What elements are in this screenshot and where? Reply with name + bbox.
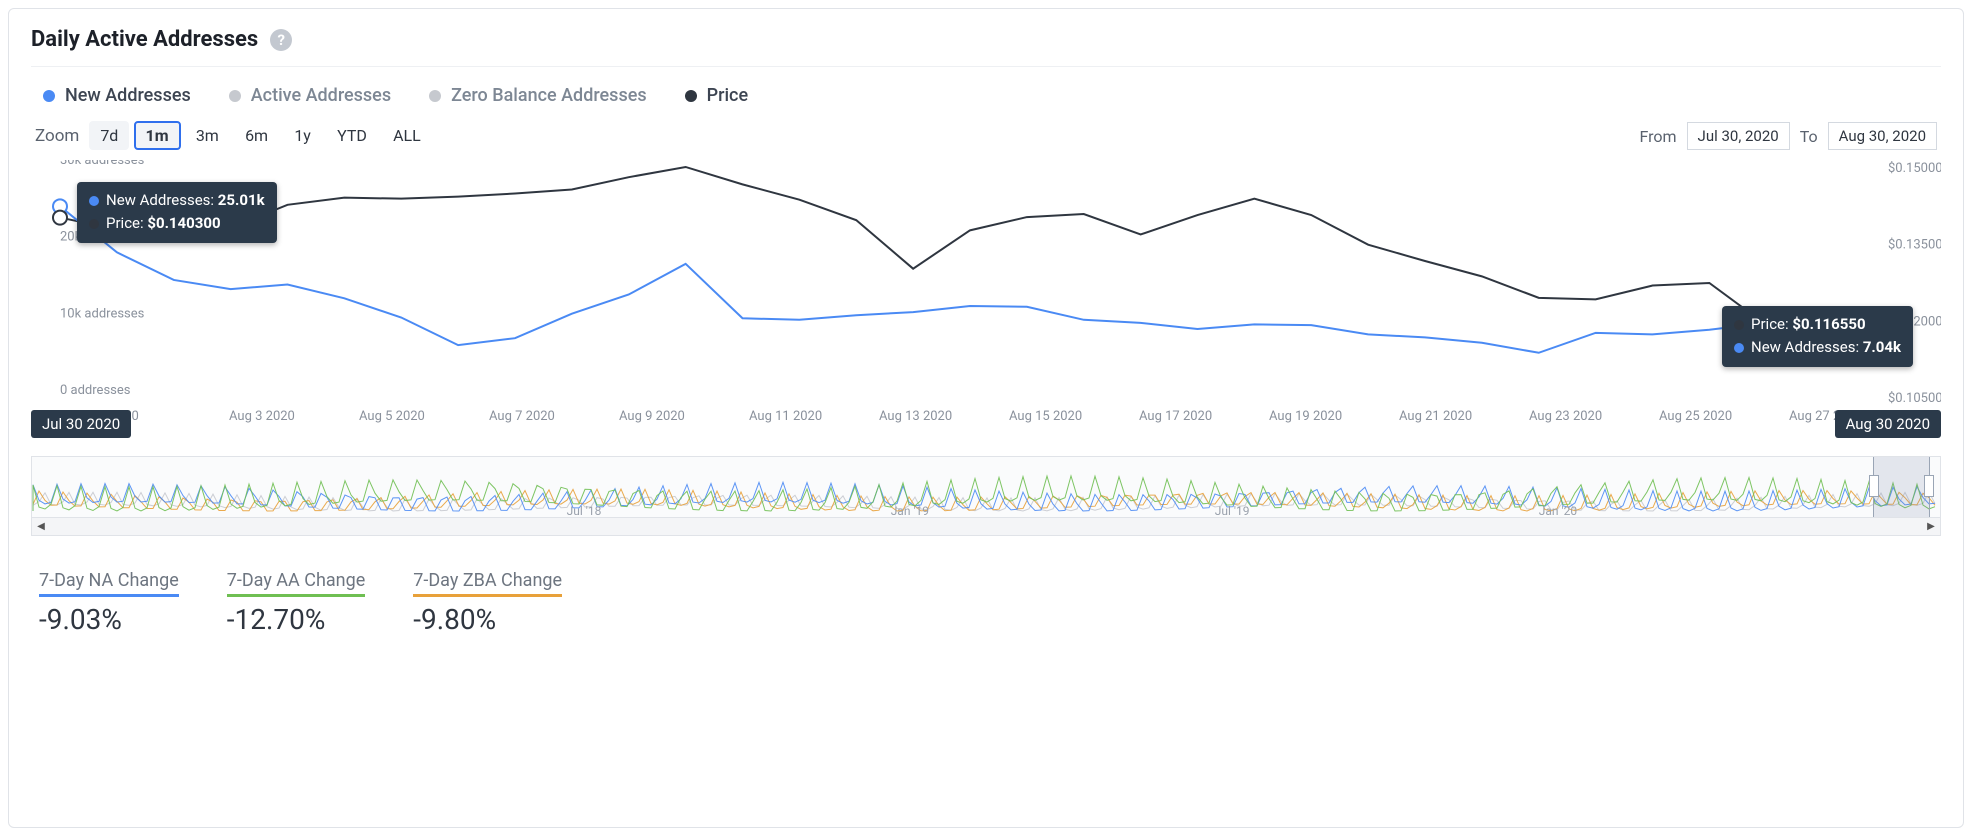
date-flag-start: Jul 30 2020 — [31, 410, 131, 438]
navigator-scrollbar[interactable]: ◀ ▶ — [32, 517, 1940, 535]
legend-dot-icon — [43, 90, 55, 102]
scroll-left-icon[interactable]: ◀ — [34, 520, 48, 534]
svg-text:0 addresses: 0 addresses — [60, 383, 131, 398]
zoom-7d[interactable]: 7d — [89, 121, 129, 150]
svg-text:Aug 3 2020: Aug 3 2020 — [229, 409, 295, 424]
stat-block: 7-Day NA Change -9.03% — [39, 570, 179, 636]
legend-dot-icon — [229, 90, 241, 102]
svg-text:$0.150000: $0.150000 — [1888, 161, 1941, 176]
svg-text:Jul '19: Jul '19 — [1215, 504, 1250, 517]
svg-text:Aug 23 2020: Aug 23 2020 — [1529, 409, 1602, 424]
from-date-input[interactable]: Jul 30, 2020 — [1687, 122, 1790, 150]
svg-text:Aug 25 2020: Aug 25 2020 — [1659, 409, 1732, 424]
svg-text:Aug 15 2020: Aug 15 2020 — [1009, 409, 1082, 424]
zoom-label: Zoom — [35, 126, 79, 146]
chart-card: Daily Active Addresses ? New Addresses Ac… — [8, 8, 1964, 828]
legend: New Addresses Active Addresses Zero Balanc… — [31, 67, 1941, 116]
legend-dot-icon — [429, 90, 441, 102]
zoom-group: Zoom 7d 1m 3m 6m 1y YTD ALL — [35, 126, 432, 146]
svg-text:Jul '18: Jul '18 — [567, 504, 602, 517]
page-title: Daily Active Addresses — [31, 27, 258, 52]
stat-label: 7-Day ZBA Change — [413, 570, 562, 597]
tooltip-end: Price: $0.116550New Addresses: 7.04k — [1722, 306, 1913, 367]
from-label: From — [1639, 127, 1676, 146]
date-flag-end: Aug 30 2020 — [1835, 410, 1941, 438]
zoom-6m[interactable]: 6m — [234, 121, 279, 150]
svg-text:Aug 11 2020: Aug 11 2020 — [749, 409, 822, 424]
stat-label: 7-Day AA Change — [227, 570, 366, 597]
stat-block: 7-Day AA Change -12.70% — [227, 570, 366, 636]
title-row: Daily Active Addresses ? — [31, 27, 1941, 67]
zoom-ALL[interactable]: ALL — [382, 121, 432, 150]
stat-value: -12.70% — [227, 603, 366, 636]
zoom-3m[interactable]: 3m — [185, 121, 230, 150]
navigator-handle-left[interactable] — [1869, 475, 1879, 497]
navigator-window[interactable] — [1873, 457, 1930, 517]
date-range: From Jul 30, 2020 To Aug 30, 2020 — [1639, 122, 1937, 150]
navigator[interactable]: Jul '18 Jan '19 Jul '19 Jan '20 ◀ ▶ — [31, 456, 1941, 536]
svg-text:$0.105000: $0.105000 — [1888, 391, 1941, 406]
tooltip-start: New Addresses: 25.01kPrice: $0.140300 — [77, 182, 277, 243]
svg-text:30k addresses: 30k addresses — [60, 160, 145, 168]
stat-block: 7-Day ZBA Change -9.80% — [413, 570, 562, 636]
zoom-1y[interactable]: 1y — [283, 121, 322, 150]
svg-text:Aug 19 2020: Aug 19 2020 — [1269, 409, 1342, 424]
svg-text:Jan '19: Jan '19 — [891, 504, 929, 517]
legend-item-active[interactable]: Active Addresses — [229, 85, 391, 106]
scroll-right-icon[interactable]: ▶ — [1924, 520, 1938, 534]
svg-text:Aug 21 2020: Aug 21 2020 — [1399, 409, 1472, 424]
svg-text:Jan '20: Jan '20 — [1539, 504, 1578, 517]
svg-text:$0.135000: $0.135000 — [1888, 238, 1941, 253]
legend-item-price[interactable]: Price — [685, 85, 748, 106]
svg-text:Aug 17 2020: Aug 17 2020 — [1139, 409, 1212, 424]
zoom-YTD[interactable]: YTD — [326, 121, 378, 150]
svg-text:Aug 13 2020: Aug 13 2020 — [879, 409, 952, 424]
stat-value: -9.80% — [413, 603, 562, 636]
controls-row: Zoom 7d 1m 3m 6m 1y YTD ALL From Jul 30,… — [31, 116, 1941, 154]
legend-item-zero[interactable]: Zero Balance Addresses — [429, 85, 647, 106]
stat-label: 7-Day NA Change — [39, 570, 179, 597]
svg-text:Aug 5 2020: Aug 5 2020 — [359, 409, 425, 424]
to-label: To — [1800, 127, 1818, 146]
svg-text:Aug 7 2020: Aug 7 2020 — [489, 409, 555, 424]
svg-text:Aug 9 2020: Aug 9 2020 — [619, 409, 685, 424]
legend-dot-icon — [685, 90, 697, 102]
navigator-handle-right[interactable] — [1924, 475, 1934, 497]
to-date-input[interactable]: Aug 30, 2020 — [1828, 122, 1937, 150]
svg-text:10k addresses: 10k addresses — [60, 306, 145, 321]
zoom-1m[interactable]: 1m — [134, 121, 181, 150]
main-chart[interactable]: 0 addresses10k addresses20k addresses30k… — [31, 160, 1941, 450]
legend-item-new[interactable]: New Addresses — [43, 85, 191, 106]
stats-row: 7-Day NA Change -9.03% 7-Day AA Change -12.… — [31, 570, 1941, 636]
help-icon[interactable]: ? — [270, 29, 292, 51]
stat-value: -9.03% — [39, 603, 179, 636]
